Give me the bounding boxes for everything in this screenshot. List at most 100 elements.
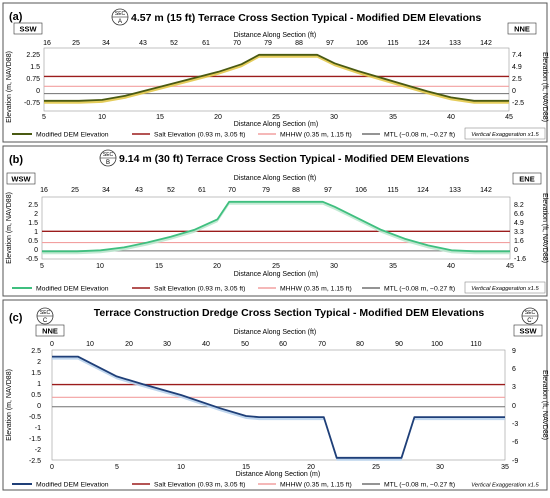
panel-a-label: (a) [9, 11, 23, 23]
panel-c-label: (c) [9, 312, 23, 324]
panel-a-right-tick: 2.5 [512, 76, 522, 83]
panel-b-badge-letter: B [106, 160, 110, 166]
panel-b-left-tick: 1.5 [28, 220, 38, 227]
panel-b-section-badge: SEC B [99, 149, 117, 167]
panel-a-top-tick: 133 [449, 40, 461, 47]
panel-c-title: Terrace Construction Dredge Cross Sectio… [94, 307, 485, 319]
panel-a-top-tick: 16 [43, 40, 51, 47]
panel-b-top-tick: 115 [387, 187, 398, 194]
panel-b-top-tick: 70 [228, 187, 236, 194]
panel-c-left-tick: -1.5 [29, 436, 41, 443]
panel-c-bottom-tick: 15 [242, 464, 250, 471]
panel-c-right-tick: 9 [512, 348, 516, 355]
panel-b-ve-label: Vertical Exaggeration x1.5 [471, 286, 539, 292]
panel-a-legend: Modified DEM Elevation Salt Elevation (0… [12, 127, 546, 140]
panel-b-bottom-tick: 45 [506, 263, 514, 270]
panel-b-legend: Modified DEM Elevation Salt Elevation (0… [12, 281, 546, 294]
panel-a-left-tick: 0.75 [26, 76, 40, 83]
panel-b-left-tick: 2.5 [28, 202, 38, 209]
panel-b-right-ticks: 8.2 6.6 4.9 3.3 1.6 0 -1.6 [514, 202, 526, 263]
panel-b-top-tick: 124 [417, 187, 429, 194]
panel-c-right-tick: 0 [512, 403, 516, 410]
panel-c-section-badge-left: SEC C [36, 307, 54, 325]
panel-b-right-axis-label: Elevation (ft, NAVD88) [541, 193, 548, 263]
panel-a-bottom-tick: 20 [214, 114, 222, 121]
panel-c-legend: Modified DEM Elevation Salt Elevation (0… [12, 482, 539, 489]
panel-b-frame [2, 145, 548, 297]
panel-b-right-tick: 6.6 [514, 211, 524, 218]
panel-a-top-tick: 70 [233, 40, 241, 47]
panel-c-bottom-tick: 20 [307, 464, 315, 471]
panel-a-top-tick: 25 [72, 40, 80, 47]
panel-a-right-ticks: 7.4 4.9 2.5 0 -2.5 [512, 52, 524, 107]
panel-a-frame [2, 2, 548, 143]
legend-salt-label: Salt Elevation (0.93 m, 3.05 ft) [154, 482, 245, 489]
panel-b-bottom-axis-label: Distance Along Section (m) [234, 271, 318, 278]
panel-c-top-tick: 50 [241, 341, 249, 348]
legend-salt-label: Salt Elevation (0.93 m, 3.05 ft) [154, 286, 245, 293]
panel-a-right-axis-label: Elevation (ft, NAVD88) [541, 52, 548, 122]
panel-a-top-tick: 88 [295, 40, 303, 47]
panel-c-left-tick: -2.5 [29, 458, 41, 465]
panel-b-bottom-tick: 10 [96, 263, 104, 270]
panel-c-badge-right-letter: C' [527, 318, 532, 324]
panel-a-bottom-axis-label: Distance Along Section (m) [234, 121, 318, 128]
panel-a-dir-left-box [13, 22, 43, 35]
panel-c-top-tick: 80 [356, 341, 364, 348]
panel-c-badge-left-letter: C [43, 318, 48, 324]
panel-a-top-tick: 43 [139, 40, 147, 47]
panel-b-top-tick: 133 [449, 187, 461, 194]
panel-c-top-tick: 10 [86, 341, 94, 348]
panel-b-bottom-tick: 25 [272, 263, 280, 270]
panel-c-badge-right-top: SEC [525, 310, 536, 316]
panel-c-left-axis-label: Elevation (m, NAVD88) [6, 369, 13, 441]
panel-c-top-tick: 60 [279, 341, 287, 348]
panel-b-left-tick: 0 [34, 247, 38, 254]
legend-mhhw-label: MHHW (0.35 m, 1.15 ft) [280, 286, 352, 293]
panel-b-top-tick: 34 [102, 187, 110, 194]
panel-a-bottom-tick: 5 [42, 114, 46, 121]
panel-c-left-tick: 2 [37, 359, 41, 366]
panel-a-right-tick: -2.5 [512, 100, 524, 107]
panel-b-top-ticks: 16 25 34 43 52 61 70 79 88 97 106 115 12… [40, 187, 492, 194]
panel-b-bottom-tick: 35 [389, 263, 397, 270]
panel-a-top-tick: 34 [102, 40, 110, 47]
panel-c-bottom-tick: 35 [501, 464, 509, 471]
panel-c-top-tick: 30 [163, 341, 171, 348]
panel-a-left-axis-label: Elevation (m, NAVD88) [6, 51, 13, 123]
panel-b-dir-right: ENE [519, 175, 534, 184]
panel-b-top-tick: 43 [135, 187, 143, 194]
panel-b-left-tick: 2 [34, 211, 38, 218]
panel-b-top-tick: 61 [198, 187, 206, 194]
panel-a-plot [44, 53, 509, 104]
panel-c-bottom-axis-label: Distance Along Section (m) [236, 471, 320, 478]
panel-c-bottom-tick: 5 [115, 464, 119, 471]
panel-a-top-axis-label: Distance Along Section (ft) [234, 32, 317, 39]
legend-mtl-label: MTL (−0.08 m, −0.27 ft) [384, 132, 455, 139]
panel-c-right-ticks: 9 6 3 0 -3 -6 -9 [512, 348, 518, 465]
panel-b-bottom-tick: 40 [447, 263, 455, 270]
panel-b-bottom-ticks: 5 10 15 20 25 30 35 40 45 [40, 263, 514, 270]
panel-a-right-tick: 4.9 [512, 64, 522, 71]
panel-b-right-tick: 1.6 [514, 238, 524, 245]
panel-c-top-tick: 100 [431, 341, 443, 348]
panel-c-dir-right: SSW [519, 327, 537, 336]
legend-dem-label: Modified DEM Elevation [36, 286, 109, 293]
panel-c-badge-left-top: SEC [40, 310, 51, 316]
panel-b-left-axis-label: Elevation (m, NAVD88) [6, 192, 13, 264]
legend-salt-label: Salt Elevation (0.93 m, 3.05 ft) [154, 132, 245, 139]
panel-c-right-axis-label: Elevation (ft, NAVD88) [541, 370, 548, 440]
panel-a-plot-area [43, 47, 510, 112]
panel-a-ve-label: Vertical Exaggeration x1.5 [471, 132, 539, 138]
panel-b-title: 9.14 m (30 ft) Terrace Cross Section Typ… [119, 153, 469, 165]
panel-b: (b) SEC B 9.14 m (30 ft) Terrace Cross S… [2, 145, 548, 297]
panel-c-plot [52, 355, 505, 461]
panel-b-right-tick: 3.3 [514, 229, 524, 236]
panel-b-right-tick: -1.6 [514, 256, 526, 263]
panel-b-bottom-tick: 20 [213, 263, 221, 270]
panel-a-top-tick: 106 [356, 40, 368, 47]
panel-c-right-tick: 6 [512, 366, 516, 373]
panel-c-top-tick: 70 [318, 341, 326, 348]
panel-a-dem-line [44, 53, 509, 102]
